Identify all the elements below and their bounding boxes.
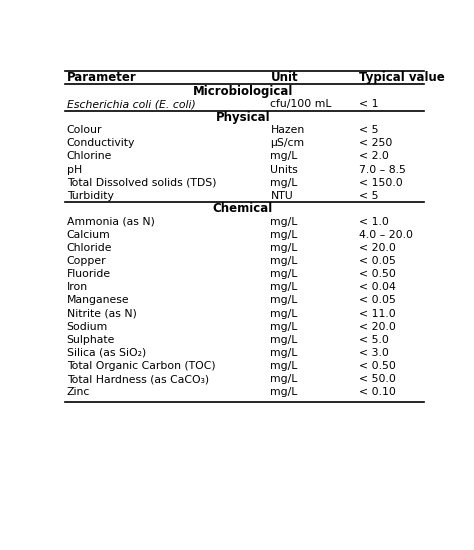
Text: Hazen: Hazen: [271, 125, 305, 135]
Text: Physical: Physical: [216, 111, 270, 124]
Text: mg/L: mg/L: [271, 322, 298, 332]
Text: mg/L: mg/L: [271, 217, 298, 227]
Text: mg/L: mg/L: [271, 387, 298, 397]
Text: mg/L: mg/L: [271, 309, 298, 318]
Text: < 50.0: < 50.0: [359, 374, 395, 384]
Text: Escherichia coli (E. coli): Escherichia coli (E. coli): [66, 99, 195, 109]
Text: Conductivity: Conductivity: [66, 139, 135, 148]
Text: Fluoride: Fluoride: [66, 270, 111, 279]
Text: Sulphate: Sulphate: [66, 335, 115, 345]
Text: < 0.05: < 0.05: [359, 295, 395, 305]
Text: cfu/100 mL: cfu/100 mL: [271, 99, 332, 109]
Text: Units: Units: [271, 164, 298, 174]
Text: < 0.05: < 0.05: [359, 256, 395, 266]
Text: mg/L: mg/L: [271, 243, 298, 253]
Text: mg/L: mg/L: [271, 151, 298, 162]
Text: Unit: Unit: [271, 71, 298, 84]
Text: Ammonia (as N): Ammonia (as N): [66, 217, 155, 227]
Text: < 150.0: < 150.0: [359, 178, 402, 188]
Text: < 11.0: < 11.0: [359, 309, 395, 318]
Text: < 0.10: < 0.10: [359, 387, 395, 397]
Text: mg/L: mg/L: [271, 256, 298, 266]
Text: Typical value: Typical value: [359, 71, 445, 84]
Text: mg/L: mg/L: [271, 178, 298, 188]
Text: Iron: Iron: [66, 282, 88, 293]
Text: < 1: < 1: [359, 99, 378, 109]
Text: mg/L: mg/L: [271, 361, 298, 371]
Text: Nitrite (as N): Nitrite (as N): [66, 309, 137, 318]
Text: Chloride: Chloride: [66, 243, 112, 253]
Text: NTU: NTU: [271, 191, 293, 201]
Text: < 3.0: < 3.0: [359, 348, 389, 358]
Text: < 5.0: < 5.0: [359, 335, 389, 345]
Text: Chemical: Chemical: [213, 202, 273, 216]
Text: < 0.50: < 0.50: [359, 361, 395, 371]
Text: 7.0 – 8.5: 7.0 – 8.5: [359, 164, 406, 174]
Text: Colour: Colour: [66, 125, 102, 135]
Text: Parameter: Parameter: [66, 71, 137, 84]
Text: pH: pH: [66, 164, 82, 174]
Text: Total Dissolved solids (TDS): Total Dissolved solids (TDS): [66, 178, 216, 188]
Text: mg/L: mg/L: [271, 282, 298, 293]
Text: Sodium: Sodium: [66, 322, 108, 332]
Text: mg/L: mg/L: [271, 348, 298, 358]
Text: Turbidity: Turbidity: [66, 191, 113, 201]
Text: Manganese: Manganese: [66, 295, 129, 305]
Text: mg/L: mg/L: [271, 335, 298, 345]
Text: mg/L: mg/L: [271, 270, 298, 279]
Text: < 0.50: < 0.50: [359, 270, 395, 279]
Text: Total Hardness (as CaCO₃): Total Hardness (as CaCO₃): [66, 374, 209, 384]
Text: mg/L: mg/L: [271, 295, 298, 305]
Text: Chlorine: Chlorine: [66, 151, 112, 162]
Text: Silica (as SiO₂): Silica (as SiO₂): [66, 348, 146, 358]
Text: μS/cm: μS/cm: [271, 139, 305, 148]
Text: Microbiological: Microbiological: [193, 85, 293, 97]
Text: < 0.04: < 0.04: [359, 282, 395, 293]
Text: < 20.0: < 20.0: [359, 322, 395, 332]
Text: < 20.0: < 20.0: [359, 243, 395, 253]
Text: < 5: < 5: [359, 191, 378, 201]
Text: Total Organic Carbon (TOC): Total Organic Carbon (TOC): [66, 361, 215, 371]
Text: mg/L: mg/L: [271, 230, 298, 240]
Text: Calcium: Calcium: [66, 230, 110, 240]
Text: Zinc: Zinc: [66, 387, 90, 397]
Text: < 250: < 250: [359, 139, 392, 148]
Text: mg/L: mg/L: [271, 374, 298, 384]
Text: < 1.0: < 1.0: [359, 217, 389, 227]
Text: Copper: Copper: [66, 256, 106, 266]
Text: 4.0 – 20.0: 4.0 – 20.0: [359, 230, 413, 240]
Text: < 2.0: < 2.0: [359, 151, 389, 162]
Text: < 5: < 5: [359, 125, 378, 135]
